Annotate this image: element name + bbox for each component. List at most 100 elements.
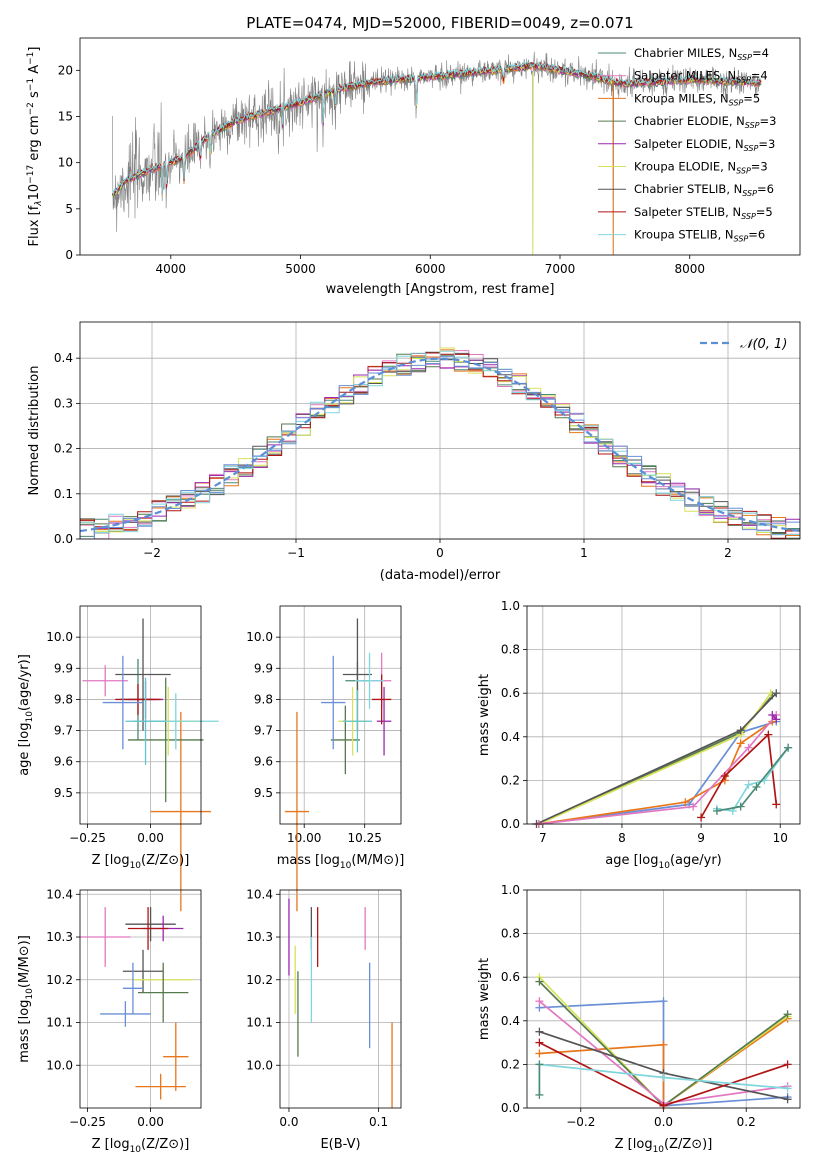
y-tick-label: 0.0	[54, 532, 73, 546]
legend-label: Salpeter MILES, NSSP=4	[634, 69, 768, 85]
residual-histogram	[80, 356, 800, 539]
y-tick-label: 9.6	[54, 755, 73, 769]
y-tick-label: 0.2	[54, 442, 73, 456]
figure-title: PLATE=0474, MJD=52000, FIBERID=0049, z=0…	[246, 14, 633, 32]
x-tick-label: 0.00	[137, 831, 164, 845]
y-tick-label: 9.9	[54, 661, 73, 675]
x-tick-label: 5000	[285, 262, 316, 276]
legend-label: Chabrier STELIB, NSSP=6	[634, 182, 774, 198]
label-rest: (age/yr)	[670, 853, 722, 868]
y-tick-label: 9.5	[54, 786, 73, 800]
y-tick-label: 9.7	[254, 724, 273, 738]
label-part: λ	[34, 200, 44, 206]
panel-ebv-mass: 0.0 0.1 10.0 10.1 10.2 10.3 10.4 E(B-V)	[246, 887, 402, 1152]
x-tick-label: 6000	[415, 262, 446, 276]
y-tick-label: 1.0	[501, 883, 520, 897]
weight-line	[716, 747, 789, 812]
y-tick-label: 20	[58, 63, 73, 77]
panel-spectrum: 4000 5000 6000 7000 8000 0 5 10 15 20 Chabrier MIL…	[26, 37, 801, 297]
x-tick-label: 7	[539, 831, 547, 845]
x-tick-label: 0.0	[279, 1115, 298, 1129]
label-sub: 10	[25, 711, 35, 723]
legend-label: Kroupa STELIB, NSSP=6	[634, 228, 765, 244]
x-tick-label: 10.25	[348, 831, 382, 845]
panel-z-age: −0.25 0.00 9.5 9.6 9.7 9.8 9.9 10.0 Z [log10(Z/Z…	[17, 605, 219, 912]
y-tick-label: 0.4	[501, 1014, 520, 1028]
y-axis-label: Normed distribution	[27, 366, 42, 496]
x-tick-label: 8	[618, 831, 626, 845]
y-tick-label: 15	[58, 109, 73, 123]
x-axis-label: mass [log10(M/M⊙)]	[277, 853, 405, 871]
legend-text: Chabrier ELODIE, N	[634, 114, 745, 128]
legend-sub: SSP	[736, 76, 751, 85]
label-rest: (Z/Z⊙)]	[141, 853, 189, 868]
label-part: −1	[26, 52, 36, 65]
label-sub: 10	[130, 1145, 142, 1155]
y-tick-label: 0	[65, 248, 73, 262]
legend-label: 𝒩(0, 1)	[740, 337, 787, 352]
weight-line	[538, 714, 777, 825]
legend-sub: SSP	[742, 189, 757, 198]
x-axis-label: (data-model)/error	[380, 568, 501, 583]
label-part: ]	[27, 47, 42, 52]
y-tick-label: 0.6	[501, 686, 520, 700]
legend-text: Kroupa ELODIE, N	[634, 160, 736, 174]
label-rest: (M/M⊙)]	[351, 853, 404, 868]
label-part: −1	[26, 78, 36, 91]
y-tick-label: 0.0	[501, 817, 520, 831]
label-part: −2	[26, 102, 36, 115]
x-tick-label: −0.25	[69, 831, 106, 845]
y-tick-label: 0.4	[501, 730, 520, 744]
axes-frame	[79, 889, 202, 1109]
axes-frame	[79, 321, 801, 540]
x-axis-label: wavelength [Angstrom, rest frame]	[326, 282, 555, 297]
x-tick-label: 0.1	[369, 1115, 388, 1129]
y-tick-label: 0.2	[501, 773, 520, 787]
x-tick-label: 7000	[545, 262, 576, 276]
weight-line	[538, 720, 777, 825]
label-rest: (Z/Z⊙)]	[141, 1137, 189, 1152]
label-sub: 10	[130, 861, 142, 871]
legend-sub: SSP	[736, 167, 751, 176]
legend-label: Chabrier ELODIE, NSSP=3	[634, 114, 776, 130]
model-spectrum	[111, 64, 762, 198]
y-tick-label: 0.0	[501, 1101, 520, 1115]
legend-suffix: =5	[756, 205, 773, 219]
y-tick-label: 10.1	[46, 1016, 73, 1030]
y-tick-label: 9.8	[54, 692, 73, 706]
panel-z-mass: −0.25 0.00 10.0 10.1 10.2 10.3 10.4 Z [log10(Z/…	[17, 887, 202, 1155]
y-axis-label: mass weight	[477, 674, 492, 756]
legend-label: Kroupa ELODIE, NSSP=3	[634, 160, 768, 176]
model-spectrum	[111, 63, 762, 197]
y-tick-label: 9.5	[254, 786, 273, 800]
x-tick-label: −1	[287, 546, 305, 560]
legend-text: Chabrier STELIB, N	[634, 182, 742, 196]
label-sub: 10	[25, 988, 35, 1000]
residual-histogram	[80, 347, 800, 535]
legend-sub: SSP	[737, 53, 752, 62]
weight-line	[716, 747, 789, 812]
x-tick-label: 8000	[674, 262, 705, 276]
y-tick-label: 9.8	[254, 692, 273, 706]
legend-label: Salpeter ELODIE, NSSP=3	[634, 137, 775, 153]
label-part: A	[27, 65, 42, 78]
legend-label: Salpeter STELIB, NSSP=5	[634, 205, 773, 221]
y-tick-label: 0.1	[54, 487, 73, 501]
x-tick-label: −0.25	[69, 1115, 106, 1129]
y-tick-label: 5	[65, 202, 73, 216]
y-tick-label: 10.1	[246, 1016, 273, 1030]
y-tick-label: 9.6	[254, 755, 273, 769]
x-tick-label: 10.00	[287, 831, 321, 845]
x-tick-label: 0	[436, 546, 444, 560]
legend-suffix: =5	[743, 91, 760, 105]
legend-suffix: =4	[751, 69, 768, 83]
legend-suffix: =3	[760, 114, 777, 128]
legend-suffix: =4	[752, 46, 769, 60]
legend-label: Kroupa MILES, NSSP=5	[634, 91, 760, 107]
x-tick-label: 0.0	[654, 1115, 673, 1129]
legend-sub: SSP	[734, 235, 749, 244]
label-rest: (M/M⊙)]	[17, 935, 32, 988]
axes-frame	[526, 889, 801, 1109]
y-tick-label: 10.2	[246, 973, 273, 987]
legend-text: Kroupa STELIB, N	[634, 228, 734, 242]
